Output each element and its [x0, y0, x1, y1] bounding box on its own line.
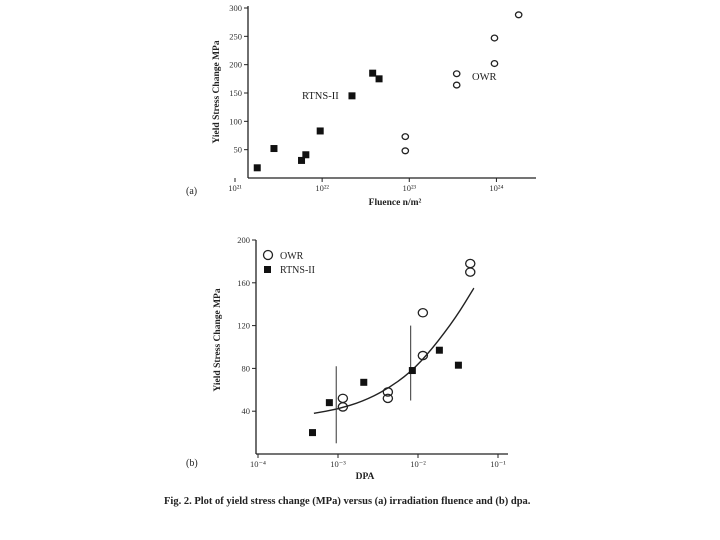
panel-b-owr-point-7: [465, 258, 476, 269]
figure-caption: Fig. 2. Plot of yield stress change (MPa…: [164, 496, 531, 507]
legend-owr-marker: [262, 249, 274, 261]
panel-a-x-axis-title: Fluence n/m²: [369, 198, 422, 208]
panel-a-x-tick-label-2: 10²³: [402, 183, 416, 193]
panel-b-owr-point-3: [382, 387, 394, 397]
panel-b-y-tick-label-120: 120: [237, 321, 250, 331]
panel-a-owr-point-0: [401, 147, 410, 155]
panel-a-rtns-ii-point-3: [302, 151, 310, 159]
legend-owr-label: OWR: [280, 251, 304, 262]
panel-b-chart: (b) Yield Stress Change MPa DPA 40 80 120 1…: [186, 235, 508, 482]
panel-b-y-tick-label-80: 80: [242, 363, 251, 373]
panel-b-rtns-ii-point-3: [408, 367, 416, 375]
panel-a-owr-point-4: [490, 60, 499, 68]
panel-a-rtns-ii-point-7: [375, 75, 383, 83]
panel-a-rtns-ii-point-5: [348, 92, 356, 100]
panel-a-series-label-rtns: RTNS-II: [302, 91, 339, 102]
panel-b-x-axis-title: DPA: [356, 472, 375, 482]
panel-a-owr-point-5: [490, 34, 499, 42]
panel-b-label: (b): [186, 458, 198, 469]
panel-a-rtns-ii-point-0: [253, 164, 261, 172]
panel-a-y-tick-label-150: 150: [229, 88, 242, 98]
panel-b-legend: OWR RTNS-II: [262, 249, 315, 276]
panel-a-y-tick-label-50: 50: [234, 145, 243, 155]
panel-b-y-tick-label-160: 160: [237, 278, 250, 288]
panel-b-trend-curve: [313, 287, 475, 414]
panel-b-x-tick-label-2: 10⁻²: [410, 459, 426, 469]
legend-rtns-label: RTNS-II: [280, 265, 315, 276]
panel-a-chart: (a) Yield Stress Change MPa Fluence n/m²…: [186, 3, 536, 208]
panel-b-owr-point-2: [382, 393, 394, 404]
panel-b-y-tick-label-40: 40: [242, 406, 251, 416]
panel-b-owr-point-5: [417, 307, 429, 318]
panel-b-rtns-ii-point-4: [435, 346, 443, 354]
panel-a-rtns-ii-point-4: [316, 127, 324, 135]
panel-b-rtns-ii-point-0: [308, 429, 316, 437]
panel-b-owr-point-4: [417, 350, 429, 361]
panel-a-y-axis-title: Yield Stress Change MPa: [212, 40, 222, 143]
panel-a-x-tick-label-0: 10²¹: [228, 183, 242, 193]
panel-a-x-tick-label-3: 10²⁴: [489, 183, 503, 193]
panel-a-y-tick-label-100: 100: [229, 116, 242, 126]
panel-b-x-tick-label-3: 10⁻¹: [490, 459, 506, 469]
panel-b-x-tick-label-0: 10⁻⁴: [250, 459, 266, 469]
panel-b-y-axis-title: Yield Stress Change MPa: [213, 288, 223, 391]
panel-a-series-label-owr: OWR: [472, 72, 497, 83]
panel-b-owr-point-6: [465, 267, 476, 277]
legend-rtns-marker: [264, 266, 271, 273]
panel-a-y-tick-label-200: 200: [229, 60, 242, 70]
panel-a-owr-point-2: [452, 81, 461, 89]
panel-a-owr-point-3: [452, 70, 461, 78]
panel-b-owr-point-1: [337, 393, 349, 404]
panel-a-y-tick-label-300: 300: [229, 3, 242, 13]
panel-b-rtns-ii-point-1: [325, 399, 333, 407]
panel-a-rtns-ii-point-1: [270, 145, 278, 153]
panel-b-rtns-ii-point-5: [454, 361, 462, 369]
panel-a-label: (a): [186, 186, 197, 197]
panel-a-y-tick-label-250: 250: [229, 31, 242, 41]
panel-a-owr-point-6: [514, 11, 523, 19]
panel-a-rtns-ii-point-2: [298, 156, 306, 164]
panel-a-rtns-ii-point-6: [369, 69, 377, 77]
panel-b-x-tick-label-1: 10⁻³: [330, 459, 346, 469]
panel-b-y-tick-label-200: 200: [237, 235, 250, 245]
panel-a-owr-point-1: [401, 133, 410, 141]
panel-a-x-tick-label-1: 10²²: [315, 183, 329, 193]
panel-b-rtns-ii-point-2: [360, 378, 368, 386]
